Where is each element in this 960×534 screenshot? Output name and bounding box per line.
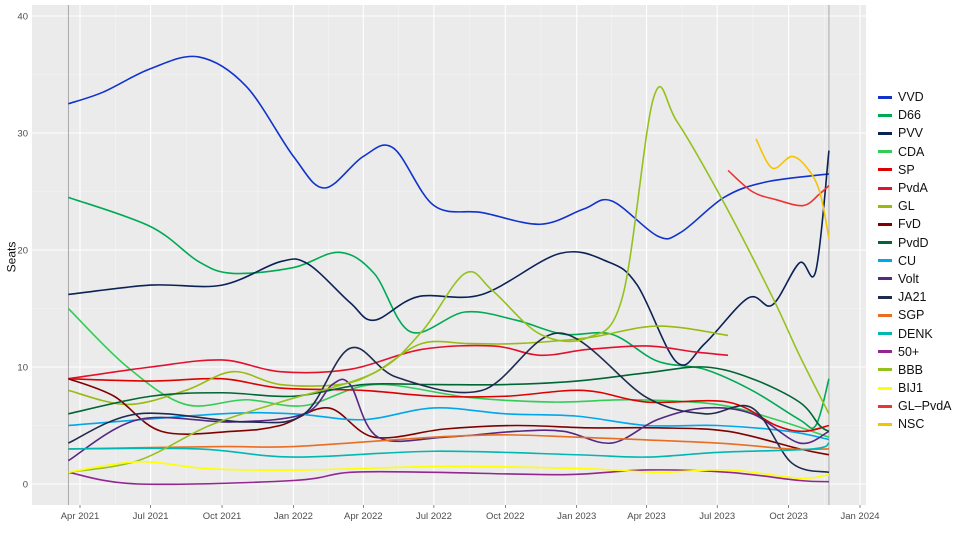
series-line-bbb bbox=[68, 85, 830, 474]
legend-item: CDA bbox=[878, 143, 952, 161]
legend-item: FvD bbox=[878, 215, 952, 233]
legend-item: D66 bbox=[878, 106, 952, 124]
legend-label: PVV bbox=[898, 126, 924, 141]
legend-item: GL–PvdA bbox=[878, 397, 952, 415]
x-tick-label: Apr 2023 bbox=[627, 511, 666, 522]
legend-swatch bbox=[878, 95, 892, 99]
legend-item: GL bbox=[878, 197, 952, 215]
legend-label: 50+ bbox=[898, 344, 920, 359]
legend-item: 50+ bbox=[878, 343, 952, 361]
legend-label: GL bbox=[898, 199, 915, 214]
x-tick-label: Oct 2021 bbox=[203, 511, 242, 522]
series-line-nsc bbox=[755, 138, 830, 239]
legend-label: Volt bbox=[898, 271, 919, 286]
legend-swatch bbox=[878, 259, 892, 263]
legend-label: GL–PvdA bbox=[898, 399, 952, 414]
y-tick-label: 10 bbox=[17, 363, 28, 374]
legend-swatch bbox=[878, 404, 892, 408]
x-tick-label: Jul 2021 bbox=[133, 511, 169, 522]
legend-label: PvdD bbox=[898, 235, 929, 250]
legend-item: PvdD bbox=[878, 234, 952, 252]
legend-label: SP bbox=[898, 162, 915, 177]
series-line-pvdd bbox=[68, 366, 830, 433]
legend-label: VVD bbox=[898, 90, 924, 105]
legend-item: BIJ1 bbox=[878, 379, 952, 397]
legend-swatch bbox=[878, 241, 892, 245]
legend-swatch bbox=[878, 368, 892, 372]
y-tick-label: 40 bbox=[17, 12, 28, 23]
y-tick-label: 30 bbox=[17, 129, 28, 140]
legend-item: JA21 bbox=[878, 288, 952, 306]
x-tick-label: Apr 2022 bbox=[344, 511, 383, 522]
x-tick-label: Jul 2022 bbox=[416, 511, 452, 522]
legend-swatch bbox=[878, 313, 892, 317]
legend-item: PVV bbox=[878, 124, 952, 142]
legend-swatch bbox=[878, 295, 892, 299]
legend-swatch bbox=[878, 350, 892, 354]
legend-swatch bbox=[878, 186, 892, 190]
legend: VVD D66 PVV CDA SP PvdA GL FvD PvdD CU Volt JA21 SGP… bbox=[878, 88, 952, 434]
legend-swatch bbox=[878, 204, 892, 208]
series-line-ja21 bbox=[68, 332, 830, 474]
x-tick-label: Jan 2024 bbox=[840, 511, 879, 522]
series-line-cda bbox=[67, 307, 830, 438]
series-line-pvda bbox=[68, 344, 729, 380]
x-tick-label: Oct 2023 bbox=[769, 511, 808, 522]
series-line-sp bbox=[68, 377, 830, 433]
legend-item: CU bbox=[878, 252, 952, 270]
legend-item: BBB bbox=[878, 361, 952, 379]
y-axis-label: Seats bbox=[4, 241, 19, 273]
legend-label: NSC bbox=[898, 417, 925, 432]
legend-item: VVD bbox=[878, 88, 952, 106]
x-tick-label: Jan 2023 bbox=[557, 511, 596, 522]
legend-item: PvdA bbox=[878, 179, 952, 197]
series-line-d66 bbox=[68, 196, 830, 430]
legend-item: SGP bbox=[878, 306, 952, 324]
series-line-bij1 bbox=[68, 460, 830, 480]
series-line-cu bbox=[68, 407, 830, 441]
legend-swatch bbox=[878, 131, 892, 135]
legend-label: PvdA bbox=[898, 181, 928, 196]
x-tick-label: Apr 2021 bbox=[61, 511, 100, 522]
legend-item: SP bbox=[878, 161, 952, 179]
legend-label: FvD bbox=[898, 217, 921, 232]
legend-label: CU bbox=[898, 253, 917, 268]
legend-swatch bbox=[878, 113, 892, 117]
legend-swatch bbox=[878, 386, 892, 390]
legend-swatch bbox=[878, 277, 892, 281]
legend-swatch bbox=[878, 150, 892, 154]
plot-panel bbox=[32, 5, 866, 505]
y-tick-label: 0 bbox=[23, 480, 28, 491]
series-line-vvd bbox=[68, 55, 830, 240]
legend-label: SGP bbox=[898, 308, 925, 323]
legend-item: NSC bbox=[878, 415, 952, 433]
legend-label: CDA bbox=[898, 144, 925, 159]
legend-item: DENK bbox=[878, 324, 952, 342]
legend-swatch bbox=[878, 168, 892, 172]
series-line-50- bbox=[68, 469, 829, 486]
legend-label: BIJ1 bbox=[898, 381, 924, 396]
legend-item: Volt bbox=[878, 270, 952, 288]
x-tick-label: Jan 2022 bbox=[274, 511, 313, 522]
legend-label: D66 bbox=[898, 108, 921, 123]
series-line-sgp bbox=[68, 434, 829, 451]
x-tick-label: Oct 2022 bbox=[486, 511, 525, 522]
series-line-fvd bbox=[68, 377, 830, 456]
y-tick-label: 20 bbox=[17, 246, 28, 257]
legend-swatch bbox=[878, 332, 892, 336]
legend-label: DENK bbox=[898, 326, 933, 341]
legend-swatch bbox=[878, 222, 892, 226]
legend-label: JA21 bbox=[898, 290, 927, 305]
legend-swatch bbox=[878, 422, 892, 426]
series-line-denk bbox=[68, 442, 830, 458]
x-tick-label: Jul 2023 bbox=[699, 511, 735, 522]
legend-label: BBB bbox=[898, 362, 924, 377]
